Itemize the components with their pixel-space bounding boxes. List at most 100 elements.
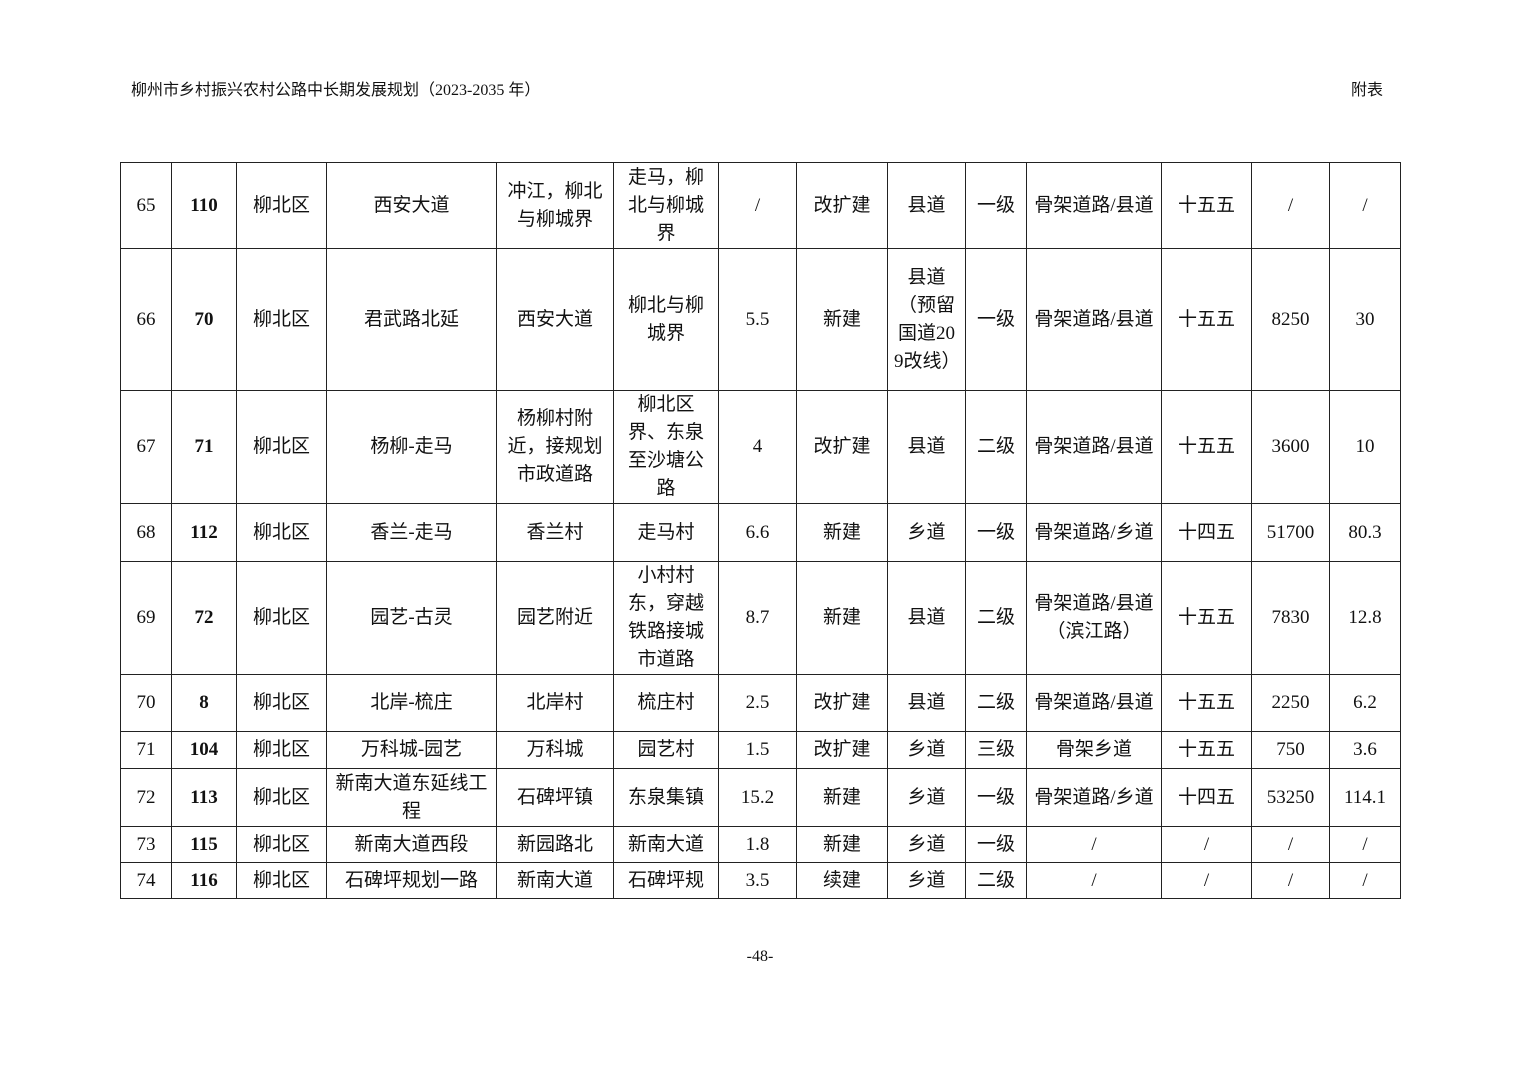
cell-subsidy: 10 <box>1329 390 1401 504</box>
cell-end-point: 小村村东，穿越铁路接城市道路 <box>613 561 719 675</box>
cell-road-name: 香兰-走马 <box>326 503 497 562</box>
cell-investment: 51700 <box>1251 503 1330 562</box>
cell-period: 十四五 <box>1161 503 1252 562</box>
cell-road-name: 石碑坪规划一路 <box>326 862 497 899</box>
cell-construction-type: 改扩建 <box>796 162 888 249</box>
cell-start-point: 西安大道 <box>496 248 614 391</box>
cell-district: 柳北区 <box>236 503 327 562</box>
cell-road-class: 县道 <box>887 162 966 249</box>
cell-district: 柳北区 <box>236 674 327 732</box>
cell-road-class: 乡道 <box>887 826 966 863</box>
cell-district: 柳北区 <box>236 731 327 769</box>
table-row: 66 70 柳北区 君武路北延 西安大道 柳北与柳城界 5.5 新建 县道（预留国道209改线）… <box>120 248 1401 391</box>
cell-investment: / <box>1251 862 1330 899</box>
cell-district: 柳北区 <box>236 826 327 863</box>
cell-seq: 66 <box>120 248 172 391</box>
cell-road-class: 乡道 <box>887 768 966 827</box>
cell-subsidy: / <box>1329 862 1401 899</box>
cell-construction-type: 新建 <box>796 248 888 391</box>
table-row: 68 112 柳北区 香兰-走马 香兰村 走马村 6.6 新建 乡道 一级 骨架道路/乡道 十四五 51… <box>120 503 1401 562</box>
document-title: 柳州市乡村振兴农村公路中长期发展规划（2023-2035 年） <box>131 82 541 99</box>
cell-length: 4 <box>718 390 797 504</box>
cell-start-point: 园艺附近 <box>496 561 614 675</box>
cell-start-point: 石碑坪镇 <box>496 768 614 827</box>
cell-length: 3.5 <box>718 862 797 899</box>
cell-construction-type: 改扩建 <box>796 390 888 504</box>
cell-tech-grade: 一级 <box>965 503 1027 562</box>
cell-tech-grade: 一级 <box>965 826 1027 863</box>
cell-function: 骨架道路/县道 <box>1026 390 1162 504</box>
cell-seq: 69 <box>120 561 172 675</box>
cell-period: 十四五 <box>1161 768 1252 827</box>
cell-road-name: 园艺-古灵 <box>326 561 497 675</box>
cell-length: 6.6 <box>718 503 797 562</box>
cell-end-point: 柳北与柳城界 <box>613 248 719 391</box>
cell-road-name: 北岸-梳庄 <box>326 674 497 732</box>
cell-construction-type: 新建 <box>796 768 888 827</box>
cell-function: 骨架道路/乡道 <box>1026 768 1162 827</box>
cell-end-point: 东泉集镇 <box>613 768 719 827</box>
cell-function: 骨架道路/县道（滨江路） <box>1026 561 1162 675</box>
cell-function: / <box>1026 862 1162 899</box>
cell-subsidy: 80.3 <box>1329 503 1401 562</box>
cell-function: 骨架道路/县道 <box>1026 674 1162 732</box>
cell-tech-grade: 二级 <box>965 862 1027 899</box>
cell-period: 十五五 <box>1161 248 1252 391</box>
cell-end-point: 梳庄村 <box>613 674 719 732</box>
cell-start-point: 北岸村 <box>496 674 614 732</box>
cell-function: 骨架道路/乡道 <box>1026 503 1162 562</box>
cell-subsidy: 114.1 <box>1329 768 1401 827</box>
cell-road-name: 杨柳-走马 <box>326 390 497 504</box>
cell-investment: 7830 <box>1251 561 1330 675</box>
cell-end-point: 石碑坪规 <box>613 862 719 899</box>
cell-subsidy: / <box>1329 826 1401 863</box>
cell-end-point: 走马村 <box>613 503 719 562</box>
cell-construction-type: 新建 <box>796 561 888 675</box>
cell-tech-grade: 二级 <box>965 390 1027 504</box>
cell-road-class: 乡道 <box>887 731 966 769</box>
cell-seq: 71 <box>120 731 172 769</box>
cell-length: / <box>718 162 797 249</box>
cell-end-point: 园艺村 <box>613 731 719 769</box>
cell-end-point: 走马，柳北与柳城界 <box>613 162 719 249</box>
cell-subsidy: 3.6 <box>1329 731 1401 769</box>
cell-seq: 70 <box>120 674 172 732</box>
table-row: 65 110 柳北区 西安大道 冲江，柳北与柳城界 走马，柳北与柳城界 / 改扩建 县道 一级 骨架… <box>120 162 1401 249</box>
cell-road-name: 西安大道 <box>326 162 497 249</box>
cell-investment: 750 <box>1251 731 1330 769</box>
cell-subsidy: / <box>1329 162 1401 249</box>
cell-road-name: 君武路北延 <box>326 248 497 391</box>
cell-investment: 53250 <box>1251 768 1330 827</box>
cell-start-point: 冲江，柳北与柳城界 <box>496 162 614 249</box>
cell-investment: 3600 <box>1251 390 1330 504</box>
table-row: 70 8 柳北区 北岸-梳庄 北岸村 梳庄村 2.5 改扩建 县道 二级 骨架道路/县道 十五五 225… <box>120 674 1401 732</box>
section-label: 附表 <box>1351 82 1384 99</box>
cell-tech-grade: 二级 <box>965 674 1027 732</box>
cell-district: 柳北区 <box>236 768 327 827</box>
cell-period: 十五五 <box>1161 731 1252 769</box>
cell-length: 15.2 <box>718 768 797 827</box>
cell-investment: 8250 <box>1251 248 1330 391</box>
cell-construction-type: 新建 <box>796 826 888 863</box>
cell-tech-grade: 一级 <box>965 162 1027 249</box>
cell-investment: 2250 <box>1251 674 1330 732</box>
cell-seq: 74 <box>120 862 172 899</box>
cell-investment: / <box>1251 826 1330 863</box>
cell-id: 104 <box>171 731 237 769</box>
cell-tech-grade: 三级 <box>965 731 1027 769</box>
cell-road-class: 乡道 <box>887 862 966 899</box>
cell-length: 1.8 <box>718 826 797 863</box>
cell-district: 柳北区 <box>236 561 327 675</box>
table-row: 73 115 柳北区 新南大道西段 新园路北 新南大道 1.8 新建 乡道 一级 / / / / <box>120 826 1401 863</box>
cell-id: 8 <box>171 674 237 732</box>
cell-period: / <box>1161 826 1252 863</box>
cell-construction-type: 改扩建 <box>796 674 888 732</box>
cell-seq: 68 <box>120 503 172 562</box>
cell-id: 115 <box>171 826 237 863</box>
cell-road-name: 万科城-园艺 <box>326 731 497 769</box>
cell-length: 2.5 <box>718 674 797 732</box>
cell-seq: 67 <box>120 390 172 504</box>
cell-subsidy: 30 <box>1329 248 1401 391</box>
cell-road-name: 新南大道西段 <box>326 826 497 863</box>
cell-construction-type: 续建 <box>796 862 888 899</box>
